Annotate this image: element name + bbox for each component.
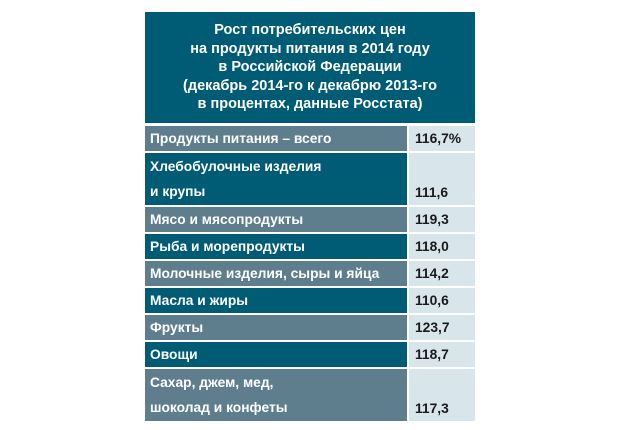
category-label: Фрукты [145,315,407,340]
title-line: в Российской Федерации [218,59,402,76]
title-line: на продукты питания в 2014 году [190,40,430,57]
category-label-line: Мясо и мясопродукты [150,212,304,227]
category-label-line: и крупы [150,184,206,199]
price-index-value: 118,0 [409,234,475,259]
table-row: Хлебобулочные изделия и крупы 111,6 [145,153,475,205]
price-index-value: 117,3 [409,369,475,421]
category-label: Рыба и морепродукты [145,234,407,259]
price-index-value: 119,3 [409,207,475,232]
price-index-value: 116,7% [409,126,475,151]
data-table: Продукты питания – всего 116,7% Хлебобулоч… [145,126,475,421]
table-row: Продукты питания – всего 116,7% [145,126,475,151]
category-label-line: Фрукты [150,320,204,335]
chart-title: Рост потребительских цен на продукты пита… [145,12,475,123]
category-label: Овощи [145,342,407,367]
category-label-line: Рыба и морепродукты [150,239,305,254]
category-label-line: Овощи [150,347,198,362]
price-index-value: 118,7 [409,342,475,367]
category-label: Сахар, джем, мед, шоколад и конфеты [145,369,407,421]
category-label-line: Продукты питания – всего [150,131,332,146]
category-label-line: Молочные изделия, сыры и яйца [150,266,380,281]
price-growth-infographic: Рост потребительских цен на продукты пита… [145,12,475,421]
category-label-line: шоколад и конфеты [150,400,288,415]
table-row: Молочные изделия, сыры и яйца 114,2 [145,261,475,286]
price-index-value: 114,2 [409,261,475,286]
title-line: Рост потребительских цен [214,22,406,39]
table-row: Сахар, джем, мед, шоколад и конфеты 117,3 [145,369,475,421]
category-label-line: Сахар, джем, мед, [150,375,274,390]
category-label: Масла и жиры [145,288,407,313]
category-label: Хлебобулочные изделия и крупы [145,153,407,205]
price-index-value: 110,6 [409,288,475,313]
table-row: Овощи 118,7 [145,342,475,367]
category-label: Мясо и мясопродукты [145,207,407,232]
price-index-value: 111,6 [409,153,475,205]
table-row: Мясо и мясопродукты 119,3 [145,207,475,232]
category-label: Продукты питания – всего [145,126,407,151]
title-line: в процентах, данные Росстата) [197,96,423,113]
category-label: Молочные изделия, сыры и яйца [145,261,407,286]
table-row: Масла и жиры 110,6 [145,288,475,313]
title-line: (декабрь 2014-го к декабрю 2013-го [183,77,437,94]
table-row: Рыба и морепродукты 118,0 [145,234,475,259]
table-row: Фрукты 123,7 [145,315,475,340]
category-label-line: Хлебобулочные изделия [150,159,322,174]
category-label-line: Масла и жиры [150,293,249,308]
price-index-value: 123,7 [409,315,475,340]
